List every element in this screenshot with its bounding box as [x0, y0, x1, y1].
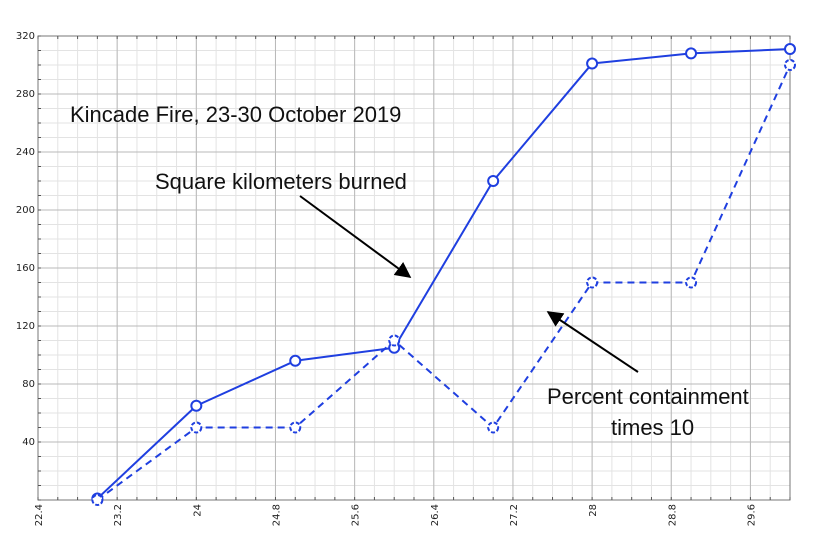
arrow-burned: [299, 195, 412, 278]
series-1-point: [685, 47, 698, 60]
y-tick-label: 200: [16, 205, 35, 216]
series-2-point: [784, 59, 796, 71]
series-layer: [91, 43, 796, 506]
axes: [37, 35, 791, 501]
series-2-point: [91, 494, 104, 506]
y-tick-label: 120: [16, 321, 35, 332]
series-1-point: [289, 354, 302, 367]
x-tick-labels: 22.4 23.2 24 24.8 25.6 26.4 27.2 28 28.8 29.6: [34, 504, 757, 526]
series-line-1: [96, 48, 791, 500]
series-2-point: [586, 276, 599, 289]
x-tick-label: 28.8: [667, 504, 678, 526]
y-tick-label: 160: [16, 263, 35, 274]
series-2-point: [289, 421, 302, 434]
annotation-containment-line1: Percent containment: [547, 384, 749, 409]
y-tick-label: 40: [22, 437, 35, 448]
series-2-point: [190, 421, 203, 434]
series-2-point: [487, 421, 500, 434]
series-2-point: [685, 276, 698, 289]
annotation-burned: Square kilometers burned: [155, 169, 407, 194]
series-1-point: [487, 175, 500, 187]
series-1-point: [784, 43, 796, 56]
chart-title: Kincade Fire, 23-30 October 2019: [70, 102, 401, 127]
x-tick-label: 27.2: [509, 504, 520, 526]
x-tick-label: 25.6: [351, 504, 362, 526]
x-tick-label: 23.2: [113, 504, 124, 526]
series-1-point: [586, 57, 599, 70]
x-tick-label: 28: [588, 504, 599, 517]
x-tick-label: 22.4: [34, 504, 45, 526]
y-tick-label: 240: [16, 147, 35, 158]
x-tick-label: 24.8: [271, 504, 282, 526]
x-tick-label: 29.6: [746, 504, 757, 526]
y-tick-label: 80: [22, 379, 35, 390]
y-tick-label: 320: [16, 31, 35, 42]
series-2-point: [388, 334, 401, 347]
annotation-containment-line2: times 10: [611, 415, 694, 440]
series-1-point: [190, 399, 203, 412]
x-tick-label: 24: [192, 504, 203, 517]
y-tick-labels: 40 80 120 160 200 240 280 320: [16, 31, 35, 448]
y-tick-label: 280: [16, 89, 35, 100]
arrow-containment: [546, 311, 639, 373]
x-tick-label: 26.4: [430, 504, 441, 526]
